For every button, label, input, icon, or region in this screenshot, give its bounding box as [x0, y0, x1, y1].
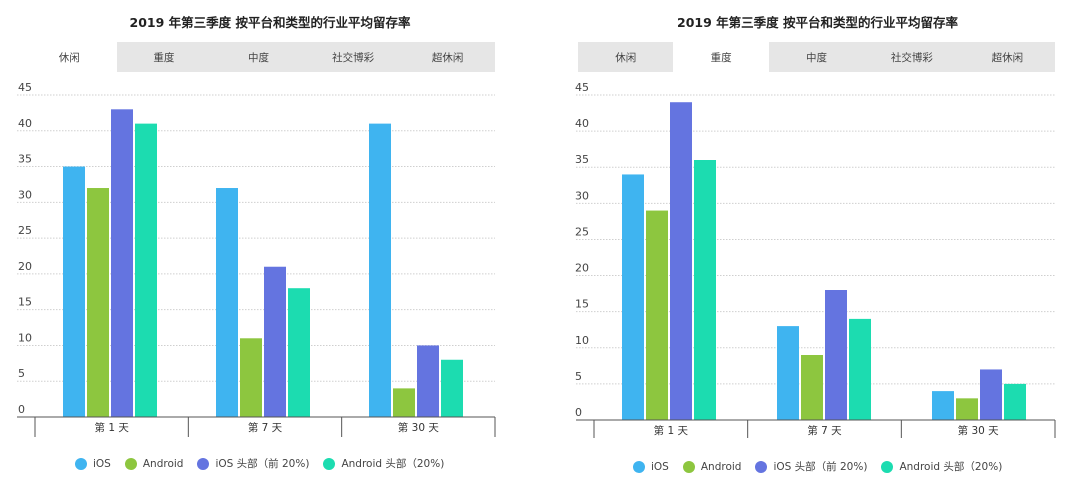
genre-tabs: 休闲 重度 中度 社交博彩 超休闲: [578, 42, 1055, 72]
bar-android-top-1: [135, 123, 157, 417]
bar-ios-top-2: [264, 266, 286, 417]
legend-label-ios: iOS: [93, 457, 111, 470]
legend-item-android-top: Android 头部（20%): [881, 459, 1002, 474]
legend-label-ios: iOS: [651, 460, 669, 473]
legend-label-ios-top: iOS 头部（前 20%): [773, 461, 868, 473]
y-tick-label: 25: [575, 225, 589, 238]
legend-item-android: Android: [682, 460, 742, 473]
tab-social-casino[interactable]: 社交博彩: [890, 51, 933, 64]
legend-item-ios: iOS: [633, 460, 669, 473]
bar-ios-top-1: [111, 109, 133, 418]
y-tick-label: 5: [18, 367, 25, 380]
bar-ios-2: [216, 188, 238, 417]
legend-swatch-ios-top: [197, 457, 210, 470]
y-tick-label: 30: [18, 188, 32, 201]
chart-title: 2019 年第三季度 按平台和类型的行业平均留存率: [677, 15, 958, 30]
y-tick-label: 0: [575, 406, 582, 419]
bar-android-top-2: [288, 288, 310, 417]
bar-ios-3: [932, 391, 954, 420]
y-tick-label: 45: [575, 81, 589, 94]
bar-android-top-2: [849, 318, 871, 420]
legend-item-android-top: Android 头部（20%): [323, 456, 444, 471]
y-tick-label: 5: [575, 370, 582, 383]
y-tick-label: 45: [18, 81, 32, 94]
bar-android-top-1: [694, 160, 716, 420]
legend: iOS Android iOS 头部（前 20%) Android 头部（20%…: [633, 459, 1016, 474]
legend-swatch-ios: [75, 457, 87, 470]
bar-chart: 45 40 35 30 25 20 15 10 5 0 第 1 天 第 7 天 第 30 天: [575, 81, 1056, 438]
x-category-label: 第 7 天: [807, 424, 842, 437]
bar-android-top-3: [441, 359, 463, 417]
y-tick-label: 30: [575, 189, 589, 202]
tab-hypercasual[interactable]: 超休闲: [991, 51, 1024, 64]
genre-tabs: 休闲 重度 中度 社交博彩 超休闲: [22, 42, 495, 72]
legend-item-ios-top: iOS 头部（前 20%): [197, 456, 309, 471]
y-tick-label: 10: [575, 334, 589, 347]
legend-label-android-top: Android 头部（20%): [899, 461, 1003, 473]
legend-swatch-ios: [633, 460, 645, 473]
tab-hypercasual[interactable]: 超休闲: [431, 51, 464, 64]
bar-android-3: [956, 398, 978, 420]
legend-swatch-android-top: [881, 460, 894, 473]
x-category-label: 第 1 天: [654, 424, 689, 437]
y-tick-label: 35: [18, 153, 32, 166]
tab-midcore-heavy[interactable]: 重度: [673, 42, 769, 72]
bar-ios-1: [63, 166, 85, 417]
chart-panel-casual: 2019 年第三季度 按平台和类型的行业平均留存率 休闲 重度 中度 社交博彩 …: [17, 15, 496, 471]
bar-ios-top-3: [980, 369, 1002, 420]
legend-item-ios: iOS: [75, 457, 111, 470]
bar-android-1: [87, 188, 109, 417]
y-tick-label: 15: [18, 296, 32, 309]
y-tick-label: 10: [18, 331, 32, 344]
tab-casual[interactable]: 休闲: [615, 51, 637, 64]
tab-social-casino[interactable]: 社交博彩: [332, 51, 375, 64]
legend-item-android: Android: [124, 457, 184, 470]
bar-chart: 45 40 35 30 25 20 15 10 5 0 第 1 天 第 7 天 第 30 天: [17, 81, 496, 437]
bar-ios-3: [369, 123, 391, 417]
legend-label-android-top: Android 头部（20%): [341, 458, 445, 470]
tab-midcore[interactable]: 中度: [806, 51, 828, 64]
bar-android-3: [393, 388, 415, 417]
legend-swatch-android: [124, 457, 137, 470]
bar-android-2: [801, 355, 823, 420]
legend-swatch-android-top: [323, 457, 336, 470]
chart-panel-heavy: 2019 年第三季度 按平台和类型的行业平均留存率 休闲 重度 中度 社交博彩 …: [555, 0, 1080, 485]
legend-label-ios-top: iOS 头部（前 20%): [215, 458, 310, 470]
legend-label-android: Android: [700, 460, 742, 473]
y-tick-label: 0: [18, 403, 25, 416]
bar-ios-top-3: [417, 345, 439, 417]
tab-midcore-heavy[interactable]: 重度: [153, 51, 175, 64]
y-tick-label: 40: [575, 117, 589, 130]
y-tick-label: 35: [575, 153, 589, 166]
y-tick-label: 15: [575, 298, 589, 311]
bar-ios-1: [622, 174, 644, 420]
x-category-label: 第 30 天: [958, 424, 1000, 437]
bar-android-top-3: [1004, 383, 1026, 420]
y-tick-label: 20: [575, 262, 589, 275]
bar-ios-top-2: [825, 290, 847, 420]
x-category-label: 第 7 天: [248, 421, 283, 434]
bar-android-2: [240, 338, 262, 417]
bar-ios-top-1: [670, 102, 692, 420]
legend: iOS Android iOS 头部（前 20%) Android 头部（20%…: [75, 456, 458, 471]
chart-title: 2019 年第三季度 按平台和类型的行业平均留存率: [129, 15, 411, 30]
legend-swatch-ios-top: [755, 460, 768, 473]
bar-android-1: [646, 210, 668, 420]
tab-casual[interactable]: 休闲: [22, 42, 117, 72]
y-tick-label: 40: [18, 117, 32, 130]
legend-item-ios-top: iOS 头部（前 20%): [755, 459, 867, 474]
legend-label-android: Android: [142, 457, 184, 470]
x-category-label: 第 30 天: [398, 421, 440, 434]
y-tick-label: 20: [18, 260, 32, 273]
tab-midcore[interactable]: 中度: [247, 51, 269, 64]
bar-ios-2: [777, 326, 799, 420]
legend-swatch-android: [682, 460, 695, 473]
y-tick-label: 25: [18, 224, 32, 237]
x-category-label: 第 1 天: [94, 421, 129, 434]
